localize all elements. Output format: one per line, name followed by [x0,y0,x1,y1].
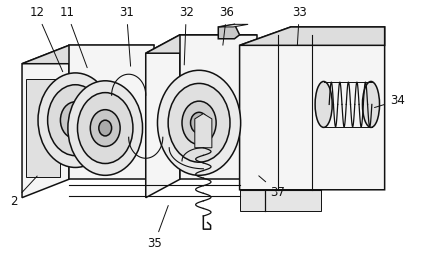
Text: 32: 32 [179,6,194,65]
Text: 31: 31 [119,6,134,66]
Text: 33: 33 [292,6,307,45]
Ellipse shape [315,82,332,128]
Ellipse shape [68,81,143,175]
Text: 2: 2 [10,176,37,208]
Ellipse shape [60,102,90,139]
Ellipse shape [77,93,133,163]
Ellipse shape [38,73,113,167]
Polygon shape [69,45,154,179]
Ellipse shape [190,112,208,133]
Ellipse shape [363,82,380,128]
Polygon shape [146,35,180,198]
Ellipse shape [168,83,230,162]
Polygon shape [180,35,257,179]
Polygon shape [22,45,69,198]
Ellipse shape [182,101,216,144]
Ellipse shape [69,112,82,128]
Polygon shape [218,24,240,39]
Polygon shape [240,27,385,190]
Ellipse shape [158,70,241,175]
Ellipse shape [90,110,120,147]
Polygon shape [195,114,212,148]
Text: 12: 12 [30,6,63,72]
Polygon shape [22,45,154,64]
Text: 37: 37 [259,176,285,199]
Polygon shape [218,24,248,27]
Text: 36: 36 [220,6,234,45]
Polygon shape [240,190,321,211]
Text: 11: 11 [59,6,87,68]
Text: 34: 34 [374,94,405,107]
Polygon shape [26,79,60,177]
Ellipse shape [48,85,103,156]
Polygon shape [240,27,385,45]
Text: 35: 35 [147,205,168,250]
Ellipse shape [99,120,112,136]
Polygon shape [146,35,257,53]
